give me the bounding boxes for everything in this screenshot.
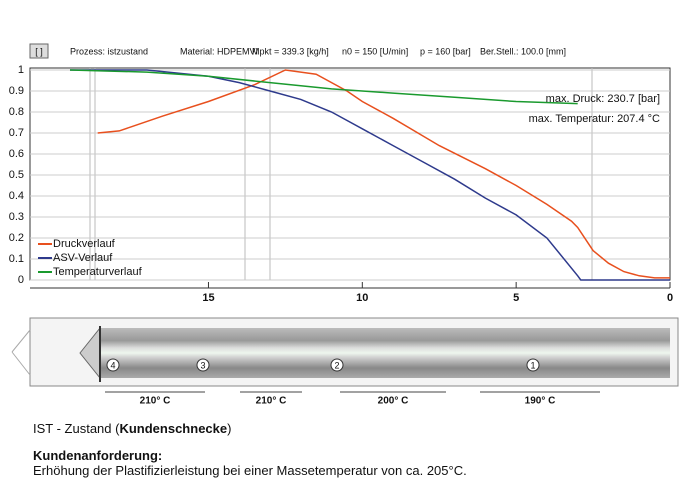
legend-label: ASV-Verlauf [53, 252, 113, 264]
info-text: p = 160 [bar] [420, 46, 471, 56]
info-text: n0 = 150 [U/min] [342, 46, 408, 56]
section-label: 3 [200, 360, 205, 370]
caption-suffix: ) [227, 421, 232, 436]
series-line [70, 69, 670, 281]
y-tick-label: 0.6 [9, 148, 24, 160]
info-text: Prozess: istzustand [70, 46, 148, 56]
x-tick-label: 5 [513, 292, 519, 304]
zone-label: 210° C [256, 396, 287, 407]
zone-label: 190° C [525, 396, 556, 407]
caption-text: Erhöhung der Plastifizierleistung bei ei… [33, 463, 467, 478]
info-text: [ ] [35, 46, 43, 56]
annotation: max. Druck: 230.7 [bar] [546, 93, 660, 105]
section-lines [89, 68, 593, 280]
y-tick-label: 0.5 [9, 169, 24, 181]
y-tick-label: 0 [18, 274, 24, 286]
y-tick-label: 0.8 [9, 106, 24, 118]
x-tick-label: 15 [202, 292, 214, 304]
y-tick-label: 0.4 [9, 190, 24, 202]
zone-label: 210° C [140, 396, 171, 407]
annotation: max. Temperatur: 207.4 °C [529, 113, 660, 125]
section-marker [196, 358, 210, 372]
y-tick-label: 0.9 [9, 85, 24, 97]
caption-line: IST - Zustand (Kundenschnecke) [33, 421, 231, 436]
info-text: Ber.Stell.: 100.0 [mm] [480, 46, 566, 56]
info-text: Material: HDPEMVI [180, 46, 258, 56]
section-marker [526, 358, 540, 372]
series-line [97, 69, 670, 279]
zone-label: 200° C [378, 396, 409, 407]
section-marker [330, 358, 344, 372]
caption-prefix: IST - Zustand ( [33, 421, 120, 436]
legend-label: Druckverlauf [53, 238, 116, 250]
barrel-end [11, 329, 31, 376]
section-label: 1 [530, 360, 535, 370]
y-tick-label: 0.2 [9, 232, 24, 244]
x-tick-label: 0 [667, 292, 673, 304]
info-box [29, 43, 49, 59]
section-marker [106, 358, 120, 372]
y-tick-label: 0.1 [9, 253, 24, 265]
screw-body [100, 328, 670, 378]
section-label: 4 [110, 360, 115, 370]
section-label: 2 [334, 360, 339, 370]
series-line [69, 69, 578, 105]
caption-heading: Kundenanforderung: [33, 448, 163, 463]
caption-bold: Kundenschnecke [119, 421, 228, 436]
legend-label: Temperaturverlauf [53, 266, 143, 278]
chart: [ ] Prozess: istzustand Material: HDPEMVIM… [9, 43, 679, 407]
y-tick-label: 0.7 [9, 127, 24, 139]
y-tick-label: 0.3 [9, 211, 24, 223]
y-tick-label: 1 [18, 64, 24, 76]
x-tick-label: 10 [356, 292, 368, 304]
info-text: Mpkt = 339.3 [kg/h] [252, 46, 329, 56]
